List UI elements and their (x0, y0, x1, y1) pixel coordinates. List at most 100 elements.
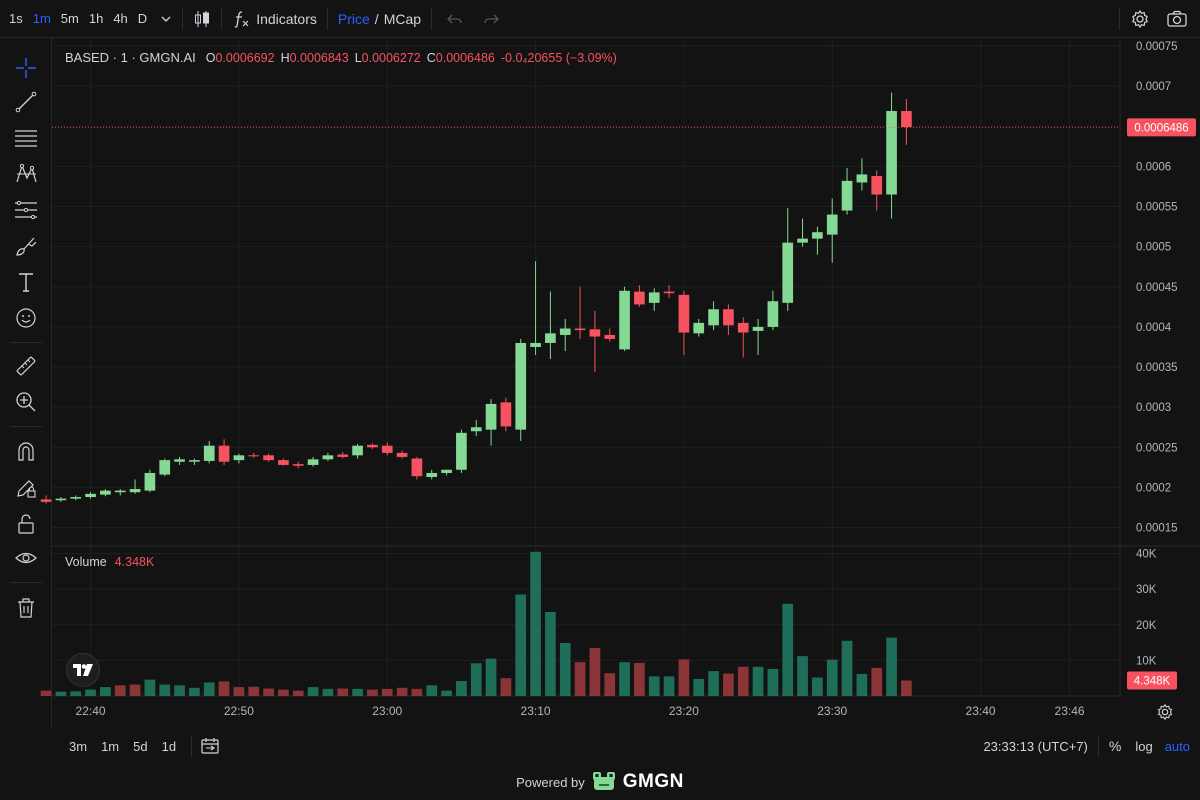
candle-body (530, 342, 541, 347)
trend-line-icon[interactable] (12, 88, 40, 116)
lock-drawing-pencil-icon[interactable] (12, 474, 40, 502)
volume-bar (70, 691, 82, 696)
candle-body (545, 333, 556, 343)
candle-body (826, 214, 838, 235)
candle-body (248, 455, 260, 457)
symbol-title[interactable]: BASED · 1 · GMGN.AI (65, 50, 196, 65)
volume-bar (189, 687, 200, 696)
zoom-in-icon[interactable] (12, 388, 40, 416)
candle-body (55, 498, 67, 501)
volume-bar (634, 662, 645, 696)
high-value: 0.0006843 (289, 51, 349, 65)
top-toolbar: 1s 1m 5m 1h 4h D Indicators Price / MCap (0, 0, 1200, 38)
eye-icon[interactable] (12, 544, 40, 572)
volume-bar (485, 658, 497, 696)
volume-bar (278, 689, 289, 696)
undo-icon[interactable] (446, 11, 464, 27)
candle-body (85, 493, 96, 498)
candle-body (456, 432, 467, 470)
candle-body (292, 464, 304, 466)
volume-bar (233, 687, 245, 696)
axis-settings-icon[interactable] (1156, 703, 1174, 721)
toolbar-separator (1097, 735, 1099, 757)
candle-body (856, 174, 868, 183)
price-toggle[interactable]: Price (337, 10, 370, 27)
mcap-toggle[interactable]: MCap (383, 10, 422, 27)
volume-bar (693, 678, 705, 696)
chevron-down-icon[interactable] (160, 13, 172, 25)
volume-bar (263, 688, 274, 696)
indicators-button[interactable]: Indicators (232, 10, 317, 28)
calendar-range-icon[interactable] (200, 736, 220, 756)
price-tick-label: 0.00025 (1136, 442, 1178, 454)
time-tick-label: 22:40 (76, 704, 106, 718)
time-tick-label: 22:50 (224, 704, 254, 718)
toolbar-divider (10, 342, 42, 343)
price-tick-label: 0.00035 (1136, 362, 1178, 374)
fib-retracement-icon[interactable] (12, 196, 40, 224)
candle-body (100, 490, 111, 495)
gear-icon[interactable] (1130, 9, 1150, 29)
last-volume-badge-text: 4.348K (1134, 676, 1171, 688)
candle-body (337, 454, 349, 457)
price-tick-label: 0.0003 (1136, 402, 1171, 414)
tradingview-logo[interactable] (66, 653, 100, 687)
volume-bar (619, 662, 630, 696)
volume-bar (901, 680, 912, 696)
redo-icon[interactable] (482, 11, 500, 27)
volume-bar (752, 666, 764, 696)
magnet-icon[interactable] (12, 438, 40, 466)
volume-bar (737, 666, 749, 696)
volume-bar (129, 684, 141, 696)
crosshair-icon[interactable] (12, 54, 40, 82)
pattern-tool-icon[interactable] (12, 160, 40, 188)
range-1m[interactable]: 1m (101, 738, 120, 754)
volume-bar (871, 667, 883, 696)
volume-axis-ticks: 40K 30K 20K 10K (1136, 549, 1157, 668)
range-1d[interactable]: 1d (161, 738, 177, 754)
price-tick-label: 0.0004 (1136, 322, 1172, 334)
toolbar-divider (10, 582, 42, 583)
auto-toggle[interactable]: auto (1164, 738, 1190, 754)
timeframe-d[interactable]: D (137, 11, 148, 26)
timeframe-1m[interactable]: 1m (32, 11, 51, 26)
log-toggle[interactable]: log (1135, 738, 1153, 754)
gmgn-frog-icon (591, 771, 617, 793)
candle-body (174, 459, 185, 462)
candle-body (367, 444, 378, 448)
ruler-icon[interactable] (12, 352, 40, 380)
volume-bar (826, 659, 838, 696)
toolbar-separator (431, 7, 433, 30)
timeframe-5m[interactable]: 5m (60, 11, 79, 26)
close-key: C (426, 51, 436, 65)
price-chart[interactable]: 0.000750.00070.000650.00060.000550.00050… (0, 0, 1200, 728)
timeframe-1h[interactable]: 1h (88, 11, 104, 26)
candle-body (485, 403, 497, 430)
candle-body (737, 322, 749, 333)
horizontal-lines-icon[interactable] (12, 124, 40, 152)
candle-body (619, 290, 630, 350)
bottom-toolbar: 3m 1m 5d 1d 23:33:13 (UTC+7) % log auto (52, 728, 1200, 764)
volume-label[interactable]: Volume (65, 555, 107, 569)
price-tick-label: 0.00065 (1136, 121, 1178, 133)
camera-icon[interactable] (1166, 9, 1188, 29)
lock-icon[interactable] (12, 510, 40, 538)
high-key: H (280, 51, 290, 65)
range-3m[interactable]: 3m (69, 738, 88, 754)
percent-toggle[interactable]: % (1108, 738, 1122, 754)
gmgn-brand[interactable]: GMGN (622, 771, 684, 792)
volume-bar (367, 689, 378, 696)
clock-display[interactable]: 23:33:13 (UTC+7) (983, 738, 1088, 754)
timeframe-4h[interactable]: 4h (113, 11, 128, 26)
volume-bar (174, 685, 185, 696)
candle-type-icon[interactable] (193, 9, 211, 29)
emoji-icon[interactable] (12, 304, 40, 332)
candle-body (663, 291, 675, 294)
volume-bar (159, 684, 171, 696)
brush-icon[interactable] (12, 232, 40, 260)
text-tool-icon[interactable] (12, 268, 40, 296)
candle-body (841, 180, 853, 211)
trash-icon[interactable] (12, 594, 40, 622)
timeframe-1s[interactable]: 1s (9, 11, 23, 26)
range-5d[interactable]: 5d (133, 738, 148, 754)
